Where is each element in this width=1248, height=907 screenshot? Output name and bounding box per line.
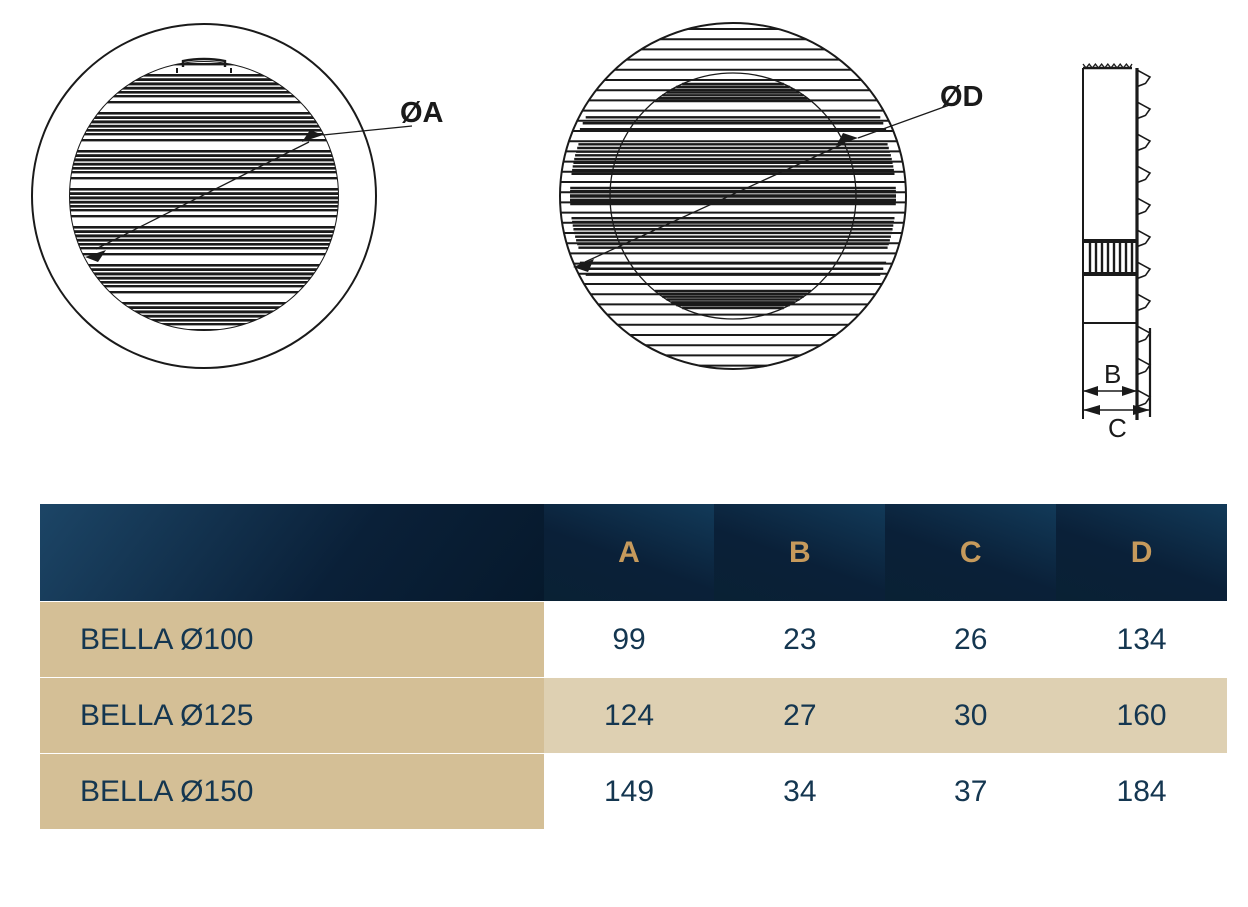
svg-text:C: C [1108,413,1127,443]
svg-text:ØD: ØD [940,81,984,113]
svg-text:ØA: ØA [400,97,444,129]
svg-text:B: B [1104,359,1121,389]
